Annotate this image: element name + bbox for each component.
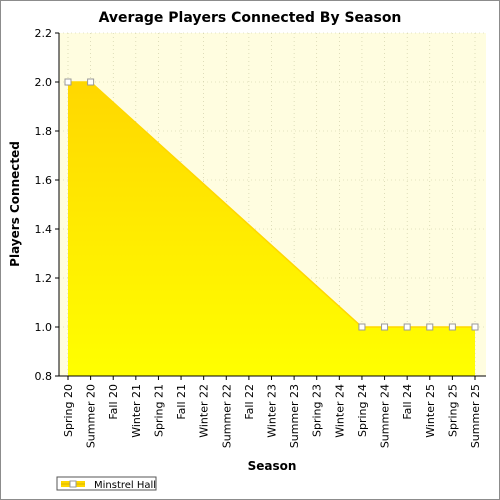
legend-marker: [69, 480, 77, 488]
data-point: [381, 323, 389, 331]
y-tick-label: 2.2: [35, 27, 53, 40]
marker-layer: [64, 78, 479, 331]
x-tick-label: Winter 25: [424, 384, 437, 438]
data-point: [403, 323, 411, 331]
series-area: [68, 82, 475, 376]
series-line: [68, 81, 475, 328]
y-tick-label: 1.6: [35, 174, 53, 187]
x-tick-label: Fall 20: [107, 384, 120, 420]
x-tick-label: Fall 22: [243, 384, 256, 420]
x-tick-label: Winter 23: [266, 384, 279, 438]
legend: Minstrel Hall: [56, 476, 157, 491]
y-tick-label: 0.8: [35, 370, 53, 383]
x-tick-label: Summer 22: [220, 384, 233, 448]
y-tick-label: 1.0: [35, 321, 53, 334]
x-tick-label: Summer 25: [469, 384, 482, 448]
x-axis-label: Season: [248, 459, 297, 473]
y-tick-label: 2.0: [35, 76, 53, 89]
data-point: [87, 78, 95, 86]
y-tick-label: 1.4: [35, 223, 53, 236]
x-ticks: Spring 20 Summer 20 Fall 20 Winter 21 Spring…: [62, 376, 482, 448]
y-tick-label: 1.8: [35, 125, 53, 138]
x-tick-label: Fall 21: [175, 384, 188, 420]
x-tick-label: Summer 20: [85, 384, 98, 448]
x-tick-label: Summer 24: [379, 384, 392, 448]
x-tick-label: Winter 22: [198, 384, 211, 438]
x-tick-label: Winter 24: [333, 384, 346, 438]
x-tick-label: Fall 24: [401, 384, 414, 420]
y-axis-label: Players Connected: [8, 141, 22, 267]
y-tick-label: 1.2: [35, 272, 53, 285]
x-tick-label: Spring 21: [152, 384, 165, 437]
x-tick-label: Winter 21: [130, 384, 143, 438]
x-tick-label: Summer 23: [288, 384, 301, 448]
legend-label: Minstrel Hall: [94, 480, 156, 491]
x-tick-label: Spring 24: [356, 384, 369, 437]
data-point: [448, 323, 456, 331]
x-tick-label: Spring 23: [311, 384, 324, 437]
chart-title: Average Players Connected By Season: [99, 10, 402, 26]
data-point: [358, 323, 366, 331]
x-tick-label: Spring 20: [62, 384, 75, 437]
data-point: [64, 78, 72, 86]
y-ticks: 0.8 1.0 1.2 1.4 1.6 1.8 2.0 2.2: [35, 27, 59, 383]
data-point: [471, 323, 479, 331]
area-layer: [68, 81, 475, 376]
x-tick-label: Spring 25: [446, 384, 459, 437]
data-point: [426, 323, 434, 331]
